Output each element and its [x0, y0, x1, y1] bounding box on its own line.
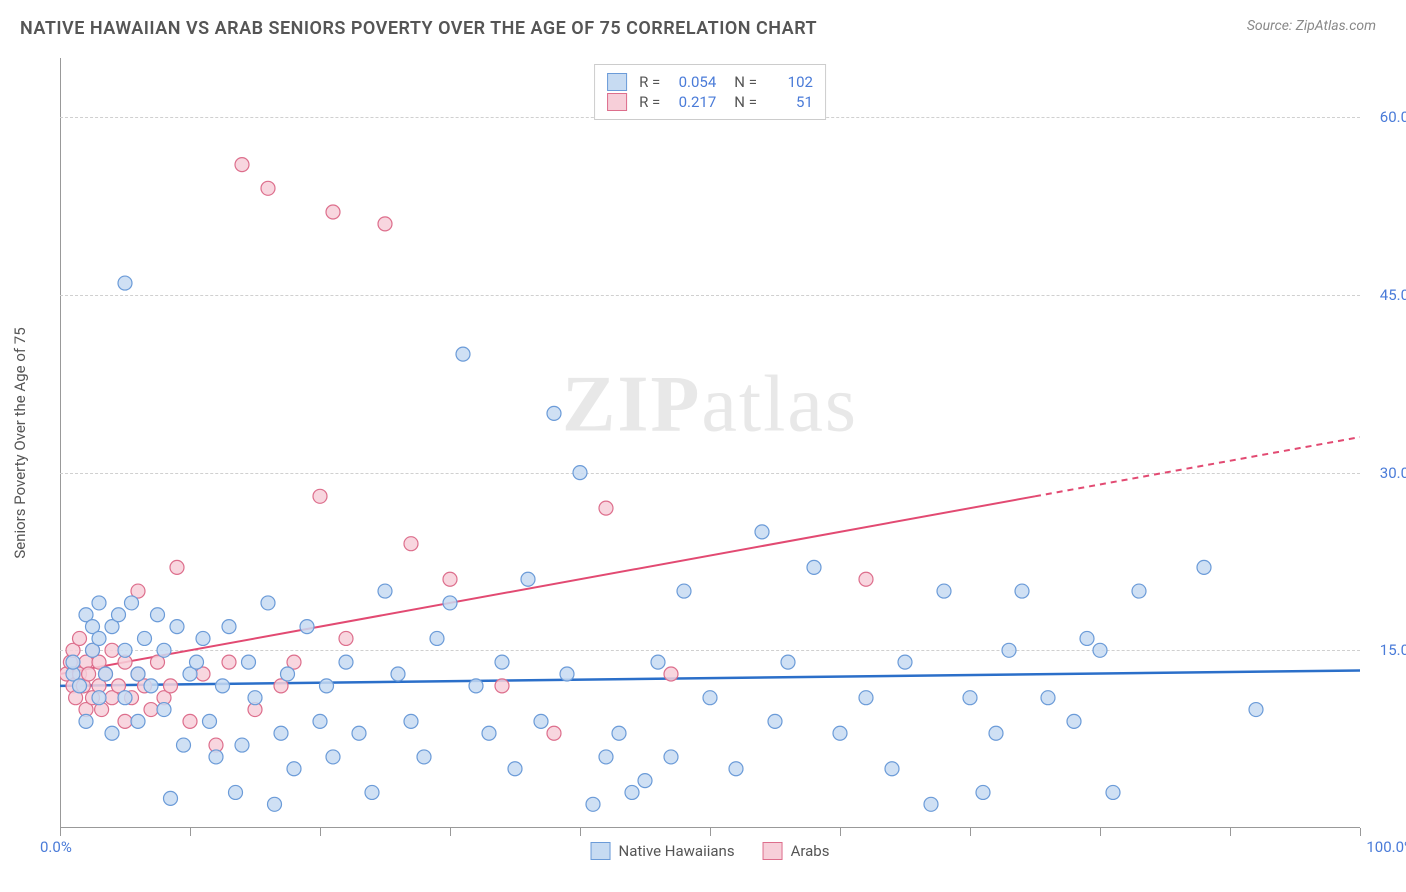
x-tick: [1100, 828, 1101, 836]
chart-container: Seniors Poverty Over the Age of 75 ZIPat…: [50, 58, 1390, 828]
chart-title: NATIVE HAWAIIAN VS ARAB SENIORS POVERTY …: [20, 18, 817, 39]
source-attribution: Source: ZipAtlas.com: [1247, 18, 1376, 34]
series-legend: Native Hawaiians Arabs: [591, 842, 830, 860]
x-tick: [1360, 828, 1361, 836]
swatch-arabs-icon: [763, 842, 783, 860]
x-tick: [970, 828, 971, 836]
x-tick: [320, 828, 321, 836]
x-tick: [450, 828, 451, 836]
x-tick: [840, 828, 841, 836]
y-tick-label: 60.0%: [1380, 108, 1406, 126]
y-axis-label: Seniors Poverty Over the Age of 75: [11, 327, 29, 558]
correlation-legend: R = 0.054 N = 102 R = 0.217 N = 51: [594, 64, 826, 120]
y-tick-label: 15.0%: [1380, 641, 1406, 659]
legend-item-arabs: Arabs: [763, 842, 830, 860]
x-tick: [1230, 828, 1231, 836]
x-tick: [60, 828, 61, 836]
swatch-arabs: [607, 93, 627, 111]
legend-row-1: R = 0.054 N = 102: [607, 73, 813, 91]
y-tick-label: 30.0%: [1380, 464, 1406, 482]
swatch-native-hawaiians: [607, 73, 627, 91]
plot-area: ZIPatlas R = 0.054 N = 102 R = 0.217 N =…: [60, 58, 1360, 828]
x-min-label: 0.0%: [40, 838, 72, 856]
x-tick: [710, 828, 711, 836]
x-tick: [190, 828, 191, 836]
scatter-svg: [60, 58, 1360, 828]
y-tick-label: 45.0%: [1380, 286, 1406, 304]
legend-item-native-hawaiians: Native Hawaiians: [591, 842, 735, 860]
x-tick: [580, 828, 581, 836]
swatch-native-hawaiians-icon: [591, 842, 611, 860]
x-max-label: 100.0%: [1366, 838, 1406, 856]
legend-row-2: R = 0.217 N = 51: [607, 93, 813, 111]
